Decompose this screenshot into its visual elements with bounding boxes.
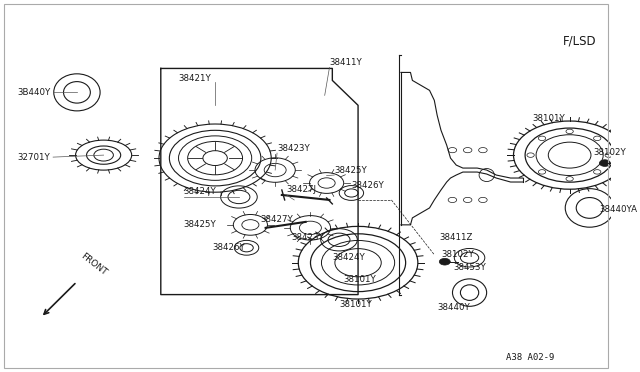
Text: 38424Y: 38424Y bbox=[332, 253, 365, 262]
Text: 38425Y: 38425Y bbox=[334, 166, 367, 174]
Text: 38427J: 38427J bbox=[287, 186, 317, 195]
Text: 38423Y: 38423Y bbox=[291, 233, 324, 242]
Text: F/LSD: F/LSD bbox=[563, 34, 596, 47]
Text: 38453Y: 38453Y bbox=[453, 263, 486, 272]
Text: 3B440Y: 3B440Y bbox=[18, 88, 51, 97]
Text: 38102Y: 38102Y bbox=[441, 250, 474, 259]
Circle shape bbox=[439, 259, 451, 265]
Circle shape bbox=[600, 160, 611, 166]
Text: 38440YA: 38440YA bbox=[599, 205, 637, 214]
Text: 38102Y: 38102Y bbox=[593, 148, 626, 157]
Text: A38 A02-9: A38 A02-9 bbox=[506, 353, 554, 362]
Text: 38411Z: 38411Z bbox=[439, 233, 472, 242]
Text: 38421Y: 38421Y bbox=[178, 74, 211, 83]
Text: 32701Y: 32701Y bbox=[18, 153, 51, 161]
Text: 38411Y: 38411Y bbox=[330, 58, 362, 67]
Text: 38101Y: 38101Y bbox=[532, 114, 565, 123]
Text: 38423Y: 38423Y bbox=[277, 144, 310, 153]
Text: 38426Y: 38426Y bbox=[351, 180, 384, 189]
Text: 38424Y: 38424Y bbox=[184, 187, 216, 196]
Text: 38101Y: 38101Y bbox=[339, 300, 372, 309]
Text: 38426Y: 38426Y bbox=[212, 243, 245, 252]
Text: 38425Y: 38425Y bbox=[184, 220, 216, 230]
Text: FRONT: FRONT bbox=[79, 252, 108, 278]
Text: 38427Y: 38427Y bbox=[260, 215, 292, 224]
Text: 38440Y: 38440Y bbox=[437, 303, 470, 312]
Text: 38101Y: 38101Y bbox=[344, 275, 376, 284]
